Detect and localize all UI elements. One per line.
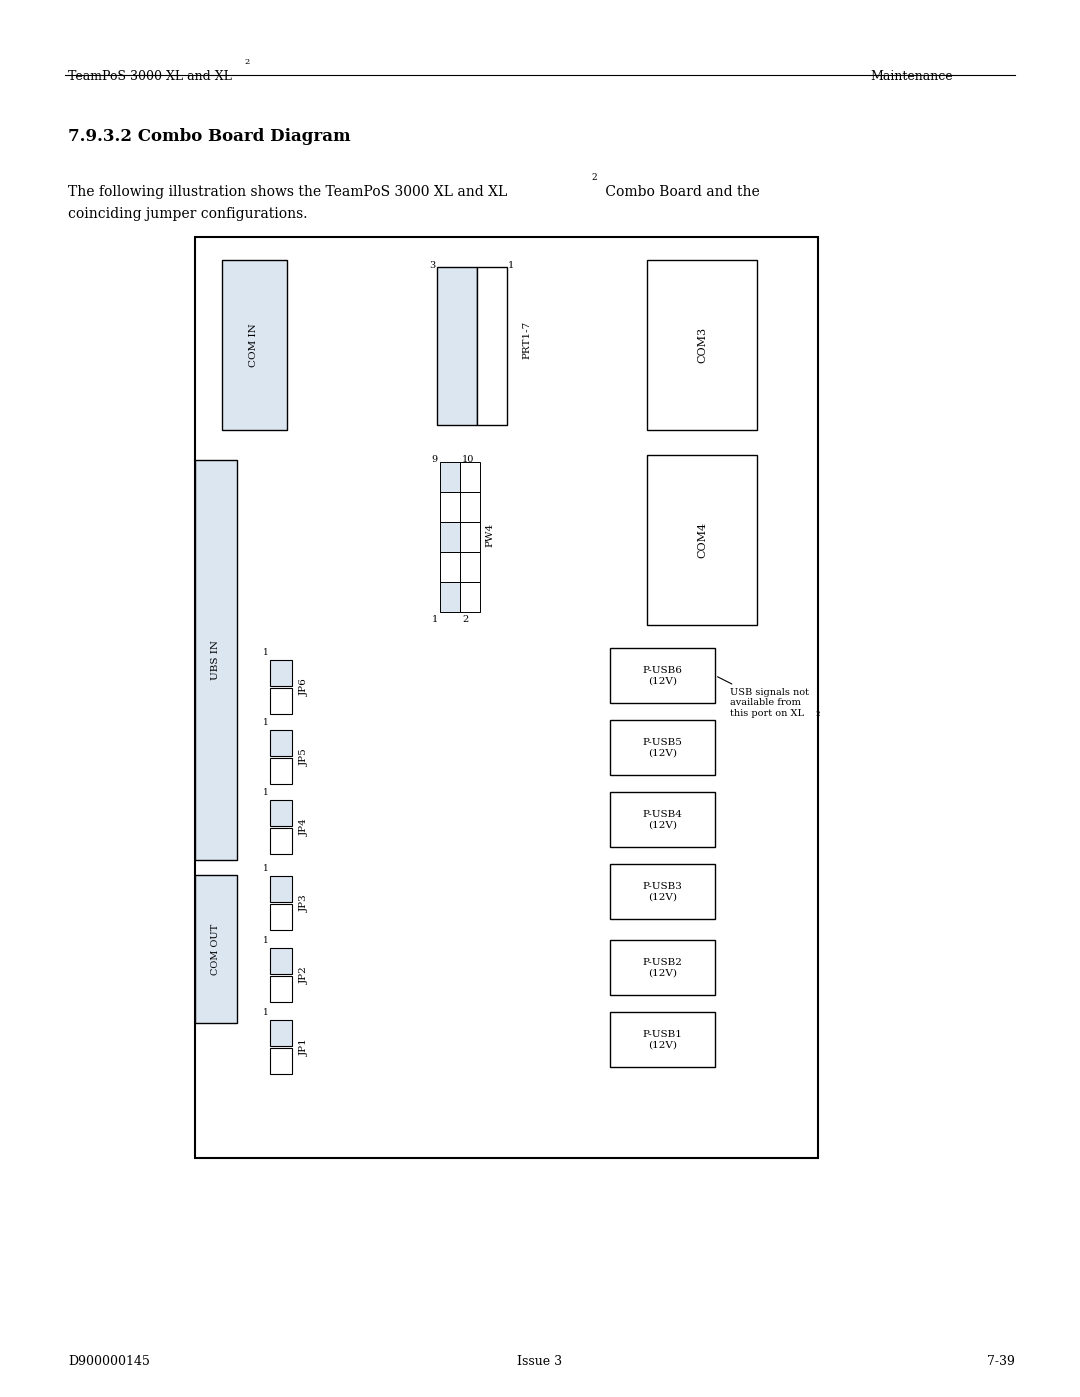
Text: TeamPoS 3000 XL and XL: TeamPoS 3000 XL and XL xyxy=(68,70,232,82)
Text: D900000145: D900000145 xyxy=(68,1355,150,1368)
Text: JP4: JP4 xyxy=(300,819,309,835)
Bar xyxy=(195,460,237,861)
Bar xyxy=(195,875,237,1023)
Text: P-USB6
(12V): P-USB6 (12V) xyxy=(643,666,683,685)
Bar xyxy=(437,267,477,425)
Text: 1: 1 xyxy=(264,936,269,944)
Bar xyxy=(270,904,292,930)
Text: 1: 1 xyxy=(508,261,514,270)
Text: Combo Board and the: Combo Board and the xyxy=(600,184,759,198)
Text: P-USB5
(12V): P-USB5 (12V) xyxy=(643,738,683,757)
Bar xyxy=(270,977,292,1002)
Text: 2: 2 xyxy=(462,615,469,624)
Text: Issue 3: Issue 3 xyxy=(517,1355,563,1368)
Bar xyxy=(610,863,715,919)
Bar xyxy=(647,455,757,624)
Text: 1: 1 xyxy=(432,615,438,624)
Text: PW4: PW4 xyxy=(485,522,494,548)
Text: 2: 2 xyxy=(591,173,596,182)
Text: COM4: COM4 xyxy=(697,522,707,557)
Bar xyxy=(270,687,292,714)
Text: 10: 10 xyxy=(462,455,474,464)
Text: 2: 2 xyxy=(244,59,249,66)
Bar xyxy=(270,731,292,756)
Bar xyxy=(460,552,480,583)
Bar xyxy=(270,659,292,686)
Text: 1: 1 xyxy=(264,863,269,873)
Text: 1: 1 xyxy=(264,718,269,726)
Bar xyxy=(270,949,292,974)
Text: P-USB4
(12V): P-USB4 (12V) xyxy=(643,810,683,830)
Bar xyxy=(222,260,287,430)
Text: JP1: JP1 xyxy=(300,1038,309,1056)
Text: 7-39: 7-39 xyxy=(987,1355,1015,1368)
Text: coinciding jumper configurations.: coinciding jumper configurations. xyxy=(68,207,308,221)
Text: 7.9.3.2 Combo Board Diagram: 7.9.3.2 Combo Board Diagram xyxy=(68,129,351,145)
Bar xyxy=(440,462,460,492)
Bar xyxy=(610,940,715,995)
Bar xyxy=(270,1020,292,1046)
Text: The following illustration shows the TeamPoS 3000 XL and XL: The following illustration shows the Tea… xyxy=(68,184,508,198)
Text: JP2: JP2 xyxy=(300,967,309,983)
Text: JP3: JP3 xyxy=(300,894,309,912)
Bar xyxy=(647,260,757,430)
Bar xyxy=(440,552,460,583)
Bar xyxy=(270,876,292,902)
Bar xyxy=(440,492,460,522)
Bar xyxy=(477,267,507,425)
Text: PRT1-7: PRT1-7 xyxy=(522,321,531,359)
Bar xyxy=(440,522,460,552)
Bar xyxy=(270,828,292,854)
Bar xyxy=(460,522,480,552)
Text: 3: 3 xyxy=(429,261,435,270)
Bar xyxy=(610,648,715,703)
Bar xyxy=(610,1011,715,1067)
Text: P-USB2
(12V): P-USB2 (12V) xyxy=(643,958,683,977)
Text: Maintenance: Maintenance xyxy=(870,70,953,82)
Bar xyxy=(270,1048,292,1074)
Bar xyxy=(460,583,480,612)
Text: JP6: JP6 xyxy=(300,678,309,696)
Text: 2: 2 xyxy=(815,710,820,718)
Text: P-USB3
(12V): P-USB3 (12V) xyxy=(643,882,683,901)
Text: COM OUT: COM OUT xyxy=(212,923,220,975)
Text: P-USB1
(12V): P-USB1 (12V) xyxy=(643,1030,683,1049)
Bar xyxy=(460,462,480,492)
Bar xyxy=(270,800,292,826)
Text: 1: 1 xyxy=(264,788,269,798)
Text: 1: 1 xyxy=(264,648,269,657)
Bar xyxy=(195,237,818,1158)
Bar xyxy=(610,719,715,775)
Bar xyxy=(610,792,715,847)
Text: 9: 9 xyxy=(432,455,438,464)
Bar xyxy=(460,492,480,522)
Text: COM IN: COM IN xyxy=(249,323,258,367)
Bar xyxy=(270,759,292,784)
Bar xyxy=(440,583,460,612)
Text: JP5: JP5 xyxy=(300,749,309,766)
Text: COM3: COM3 xyxy=(697,327,707,363)
Text: UBS IN: UBS IN xyxy=(212,640,220,680)
Text: USB signals not
available from
this port on XL: USB signals not available from this port… xyxy=(717,676,809,718)
Text: 1: 1 xyxy=(264,1009,269,1017)
